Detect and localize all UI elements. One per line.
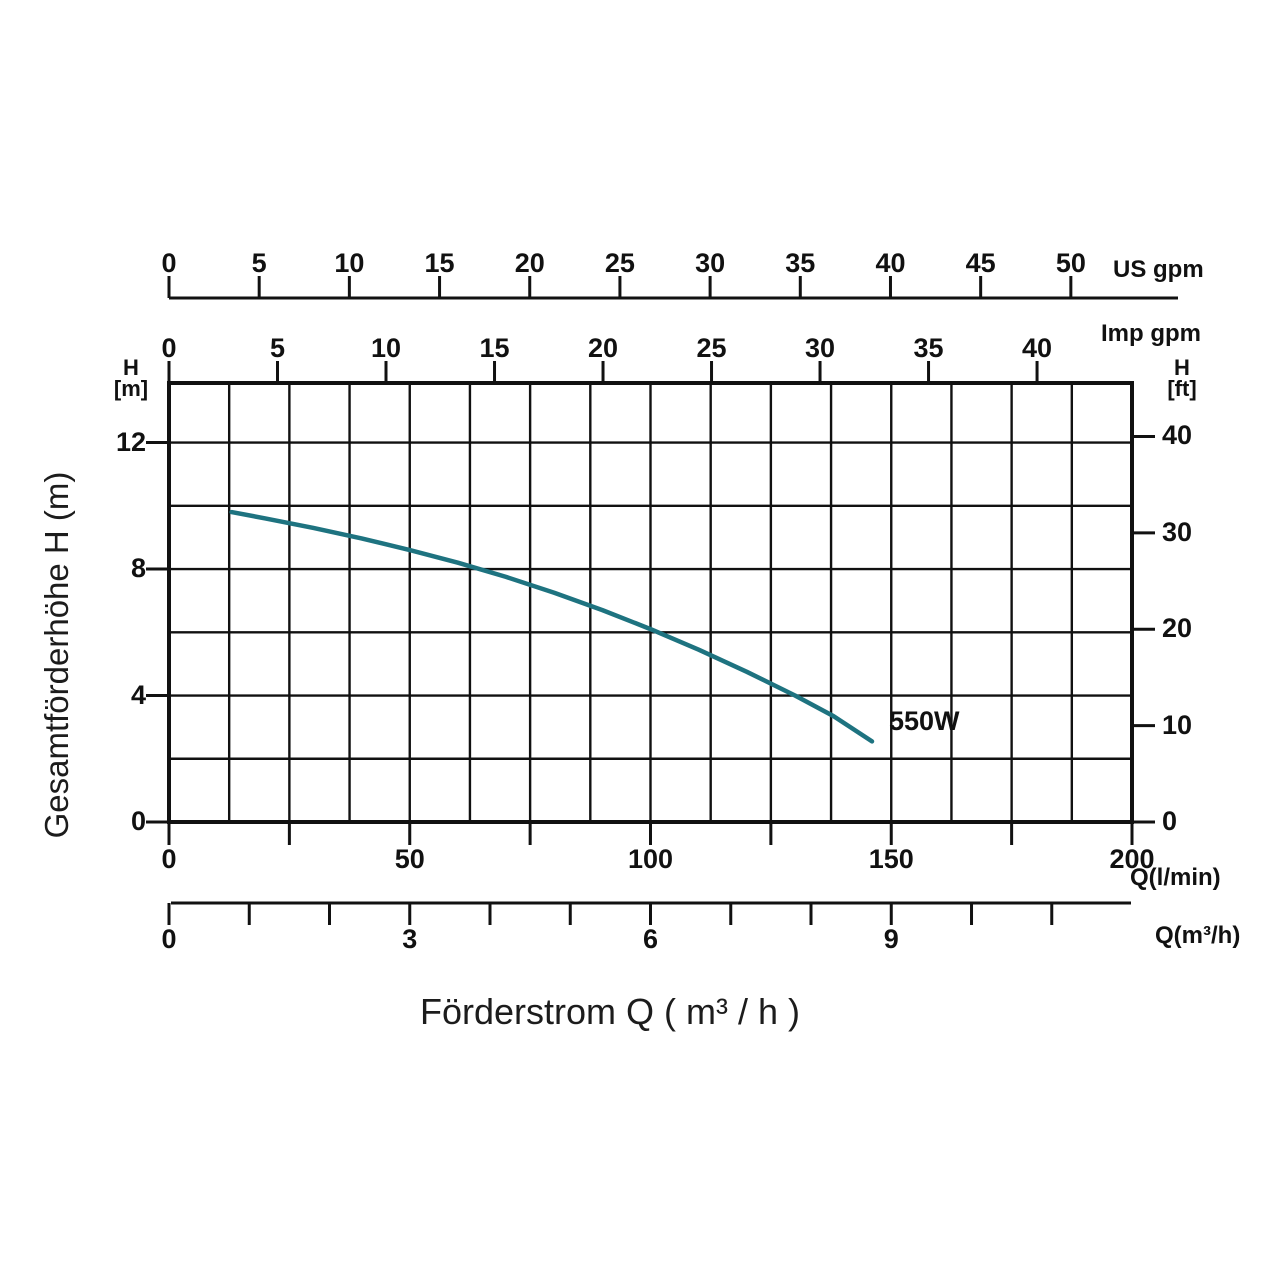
right-axis-header: H [ft] bbox=[1152, 355, 1212, 401]
h-m-tick-label: 0 bbox=[130, 806, 146, 836]
imp-gpm-tick-label: 20 bbox=[587, 333, 619, 363]
right-axis-header-unit: [ft] bbox=[1167, 376, 1197, 401]
left-axis-header-unit: [m] bbox=[113, 376, 149, 401]
q-lmin-tick-label: 200 bbox=[1109, 844, 1155, 874]
q-lmin-tick-label: 50 bbox=[394, 844, 425, 874]
q-lmin-tick-label: 150 bbox=[868, 844, 914, 874]
us-gpm-tick-label: 5 bbox=[251, 248, 267, 278]
us-gpm-tick-label: 25 bbox=[604, 248, 635, 278]
curve-label-550w: 550W bbox=[889, 706, 960, 736]
us-gpm-tick-label: 10 bbox=[334, 248, 365, 278]
x-axis-title: Förderstrom Q ( m³ / h ) bbox=[419, 991, 801, 1032]
q-m3h-axis-unit: Q(m³/h) bbox=[1155, 922, 1241, 949]
us-gpm-tick-label: 15 bbox=[424, 248, 455, 278]
left-axis-header-symbol: H bbox=[123, 355, 139, 380]
h-ft-tick-label: 20 bbox=[1162, 613, 1193, 644]
imp-gpm-tick-label: 30 bbox=[805, 333, 836, 363]
h-ft-tick-label: 30 bbox=[1162, 516, 1193, 547]
us-gpm-tick-label: 45 bbox=[965, 248, 996, 278]
h-m-tick-label: 4 bbox=[130, 679, 146, 710]
q-lmin-tick-label: 100 bbox=[627, 844, 674, 874]
us-gpm-tick-label: 20 bbox=[514, 248, 545, 278]
h-ft-tick-label: 0 bbox=[1162, 806, 1178, 836]
right-axis-header-symbol: H bbox=[1174, 355, 1190, 380]
us-gpm-tick-label: 30 bbox=[695, 248, 726, 278]
us-gpm-tick-label: 50 bbox=[1055, 248, 1086, 278]
imp-gpm-tick-label: 15 bbox=[479, 333, 510, 363]
q-m3h-tick-label: 6 bbox=[642, 924, 659, 954]
imp-gpm-axis-unit: Imp gpm bbox=[1101, 320, 1201, 347]
imp-gpm-tick-label: 10 bbox=[370, 333, 402, 363]
left-axis-header: H [m] bbox=[101, 355, 161, 401]
imp-gpm-tick-label: 0 bbox=[161, 333, 177, 363]
q-m3h-tick-label: 0 bbox=[161, 924, 177, 954]
y-axis-title: Gesamtförderhöhe H (m) bbox=[38, 471, 75, 839]
imp-gpm-tick-label: 25 bbox=[696, 333, 727, 363]
q-m3h-tick-label: 3 bbox=[402, 924, 418, 954]
q-lmin-tick-label: 0 bbox=[161, 844, 177, 874]
imp-gpm-tick-label: 40 bbox=[1022, 333, 1053, 363]
imp-gpm-tick-label: 5 bbox=[269, 333, 286, 363]
q-lmin-axis-unit: Q(l/min) bbox=[1130, 864, 1221, 891]
us-gpm-tick-label: 40 bbox=[875, 248, 906, 278]
h-m-tick-label: 8 bbox=[130, 553, 146, 584]
pump-curve-550w bbox=[229, 509, 875, 744]
imp-gpm-tick-label: 35 bbox=[913, 333, 944, 363]
us-gpm-tick-label: 35 bbox=[785, 248, 816, 278]
us-gpm-tick-label: 0 bbox=[161, 248, 177, 278]
us-gpm-axis-unit: US gpm bbox=[1113, 256, 1204, 283]
h-ft-tick-label: 10 bbox=[1162, 709, 1193, 740]
h-ft-tick-label: 40 bbox=[1162, 420, 1193, 451]
q-m3h-tick-label: 9 bbox=[883, 924, 899, 954]
h-m-tick-label: 12 bbox=[115, 426, 146, 457]
